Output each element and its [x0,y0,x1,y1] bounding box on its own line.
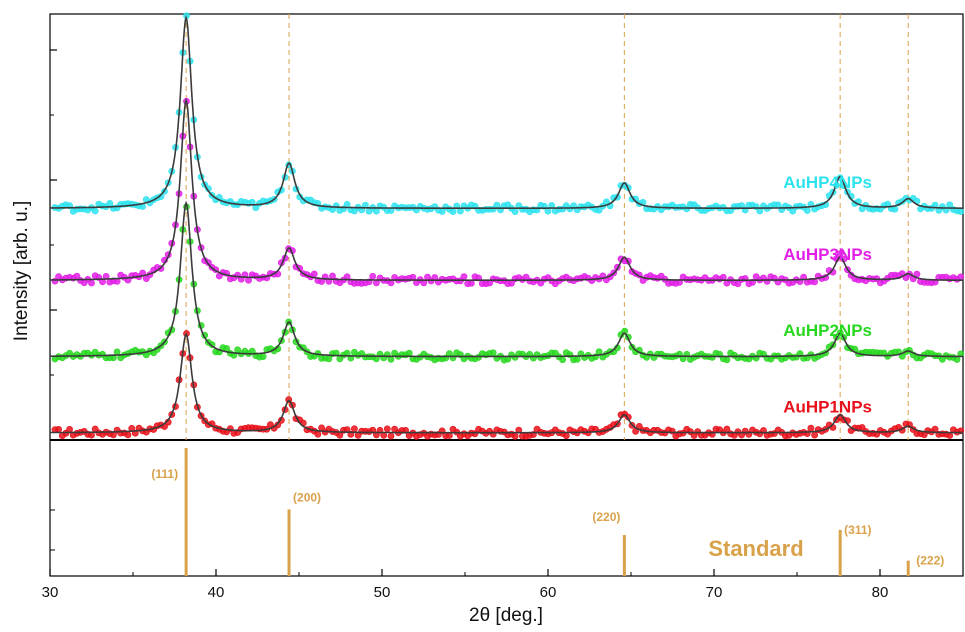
series-AuHP1NPs: AuHP1NPs [50,330,965,440]
series-AuHP4NPs: AuHP4NPs [50,12,965,216]
data-point [66,425,73,433]
reference-pattern: (111) (200) (220) (311) (222) Standard [151,448,944,576]
plot-border [49,13,964,577]
x-tick-label: 70 [706,584,723,601]
series-label: AuHP2NPs [783,321,872,340]
data-point [957,273,965,281]
reference-line [287,509,291,576]
data-point [467,279,475,287]
reference-label: (220) [592,510,620,524]
data-point [449,208,457,215]
reference-label: (111) [151,467,178,481]
data-point [621,327,629,335]
data-point [511,208,519,215]
data-point [562,432,570,440]
data-point [88,279,95,287]
data-point [405,349,413,357]
x-axis-title: 2θ [deg.] [469,605,543,626]
data-point [489,349,497,357]
series-label: AuHP3NPs [783,245,872,264]
series-AuHP2NPs: AuHP2NPs [50,200,965,364]
x-tick-label: 40 [208,584,225,601]
peak-guide-lines [185,14,909,440]
data-point [113,348,121,356]
data-point [383,425,391,433]
reference-line [906,560,910,576]
x-tick-label: 60 [540,584,557,601]
data-point [573,355,581,363]
data-point [811,431,818,439]
data-point [387,355,395,363]
data-point [91,207,99,215]
reference-line [622,535,626,576]
data-point [350,425,358,433]
reference-name: Standard [708,536,803,561]
data-point [124,431,132,439]
data-point [807,424,815,432]
data-point [460,273,468,280]
data-point [369,272,377,280]
data-point [314,430,322,438]
reference-label: (222) [916,554,944,568]
data-point [274,421,282,429]
fit-line [50,332,963,434]
data-point [953,356,961,363]
data-point [387,432,395,440]
x-tick-label: 50 [374,584,391,601]
fit-line [50,15,963,209]
reference-line [838,529,842,576]
data-point [723,356,731,364]
data-point [559,356,566,364]
x-tick-label: 80 [872,584,889,601]
reference-line [184,448,188,576]
series-AuHP3NPs: AuHP3NPs [50,97,965,288]
data-point [957,208,965,215]
series-label: AuHP1NPs [783,397,872,416]
fit-line [50,200,963,358]
y-axis-title: Intensity [arb. u.] [11,201,32,341]
series-label: AuHP4NPs [783,173,872,192]
data-point [511,432,519,440]
data-point [259,353,267,360]
x-tick-label: 30 [42,584,59,601]
data-point [803,207,811,214]
data-point [343,200,351,208]
data-point [55,425,62,433]
series-layer: AuHP1NPs AuHP2NPs AuHP3NPs AuHP4NPs [50,12,965,440]
plot-frame [49,13,964,577]
axes-layer: 30 40 50 60 70 80 [42,49,889,601]
reference-label: (200) [293,490,321,504]
reference-label: (311) [844,523,871,537]
data-point [310,270,318,278]
fit-line [50,97,963,281]
